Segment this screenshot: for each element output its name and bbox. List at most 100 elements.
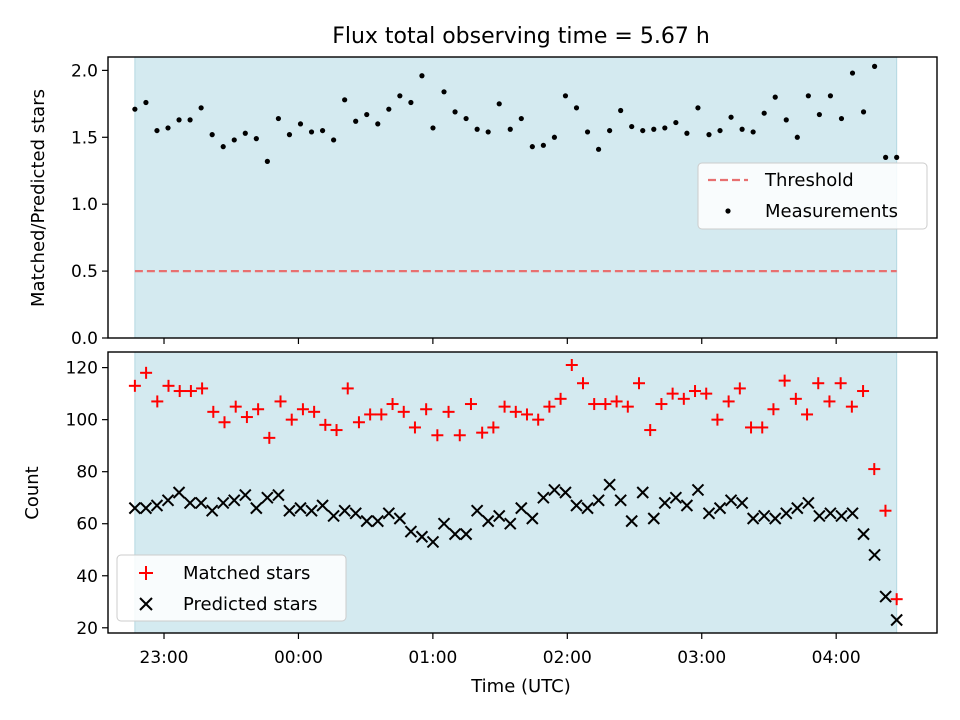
top-legend-box [697, 162, 928, 230]
predicted-star-point [338, 504, 351, 517]
matched-star-point [644, 424, 657, 437]
measurement-point [165, 125, 171, 131]
matched-star-point [845, 400, 858, 413]
predicted-star-point [824, 507, 837, 520]
y-tick-label: 100 [66, 411, 98, 431]
measurement-point [629, 123, 635, 130]
matched-star-point [756, 421, 769, 434]
threshold-legend-label: Threshold [764, 170, 854, 191]
predicted-star-point [194, 496, 208, 510]
predicted-star-point [139, 501, 153, 515]
predicted-star-point [868, 548, 881, 562]
predicted-star-point [404, 525, 418, 538]
x-tick-label: 02:00 [543, 648, 592, 668]
predicted-star-point [537, 491, 550, 504]
measurement-point [739, 126, 745, 132]
matched-star-point [252, 403, 265, 416]
measurement-point [430, 125, 436, 131]
predicted-star-point [802, 496, 815, 510]
matched-star-point [801, 408, 814, 421]
matched-star-point [375, 408, 388, 421]
matched-star-point [498, 400, 511, 413]
measurement-point [651, 126, 657, 132]
matched-star-point [162, 379, 175, 392]
predicted-star-point [724, 494, 738, 507]
predicted-star-point [625, 514, 638, 528]
predicted-star-point [890, 613, 903, 627]
bottom-legend-box [116, 554, 347, 622]
predicted-star-point [879, 590, 892, 603]
bottom-x-ticks: 23:00 00:00 01:00 02:00 03:00 04:00 [140, 633, 861, 668]
measurements-legend-label: Measurements [765, 201, 898, 222]
bottom-legend: Matched stars Predicted stars [116, 554, 347, 622]
predicted-star-point [835, 509, 848, 523]
matched-star-point [386, 398, 399, 411]
matched-star-point [767, 403, 780, 416]
measurement-point [662, 125, 668, 131]
measurement-point [607, 127, 613, 134]
measurement-point [573, 105, 580, 111]
matched-star-point [554, 392, 567, 405]
predicted-star-point [228, 494, 241, 507]
predicted-star-point [846, 507, 859, 520]
bottom-plot-frame [107, 351, 938, 634]
matched-star-point [677, 392, 690, 405]
predicted-star-point [382, 507, 396, 520]
matched-star-point [621, 400, 634, 413]
matched-star-point [610, 395, 623, 408]
predicted-star-point [548, 483, 561, 497]
predicted-star-point [448, 527, 462, 541]
predicted-star-point [470, 504, 484, 517]
matched-star-point [128, 379, 141, 392]
predicted-star-point [515, 501, 528, 515]
predicted-star-point [272, 488, 285, 502]
predicted-star-point [360, 514, 373, 528]
matched-star-point [745, 421, 758, 434]
measurement-point [540, 142, 546, 148]
matched-star-point [397, 405, 410, 418]
measurement-point [794, 134, 800, 140]
predicted-star-point [415, 530, 429, 543]
measurement-point [132, 106, 138, 112]
measurement-point [805, 93, 811, 99]
measurement-point [618, 107, 624, 114]
measurement-point [838, 115, 845, 122]
matched-star-point [812, 377, 825, 390]
y-tick-label: 20 [76, 619, 98, 639]
matched-star-point [857, 385, 870, 398]
measurement-point [496, 101, 502, 107]
predicted-star-point [172, 486, 186, 499]
predicted-star-point [327, 509, 340, 523]
predicted-star-point [349, 507, 362, 520]
predicted-star-point [680, 499, 694, 512]
measurement-point [242, 130, 248, 136]
predicted-star-point [217, 496, 230, 510]
measurement-point [220, 144, 226, 150]
measurement-point [419, 73, 425, 79]
y-tick-label: 0.5 [71, 262, 98, 282]
top-y-axis-label: Matched/Predicted stars [28, 89, 49, 307]
matched-star-point [296, 403, 309, 416]
matched-star-point [218, 416, 231, 429]
measurement-point [441, 89, 447, 95]
measurement-point [529, 144, 535, 150]
matched-star-point [700, 387, 713, 400]
bottom-data-marks [128, 359, 903, 627]
measurement-point [860, 109, 867, 115]
measurement-point [584, 129, 591, 135]
predicted-star-point [559, 486, 572, 499]
matched-star-point [173, 385, 186, 398]
measurement-point [176, 117, 182, 123]
measurement-point [353, 118, 359, 124]
matched-star-point [196, 382, 209, 395]
y-tick-label: 80 [76, 463, 98, 483]
measurement-point [761, 110, 767, 116]
predicted-star-point [183, 496, 197, 510]
matched-star-point [140, 366, 153, 379]
y-tick-label: 1.0 [71, 195, 98, 215]
predicted-star-point [459, 527, 473, 541]
measurement-point [375, 121, 381, 127]
y-tick-label: 40 [76, 567, 98, 587]
matched-star-point [285, 413, 298, 426]
x-tick-label: 23:00 [140, 648, 189, 668]
